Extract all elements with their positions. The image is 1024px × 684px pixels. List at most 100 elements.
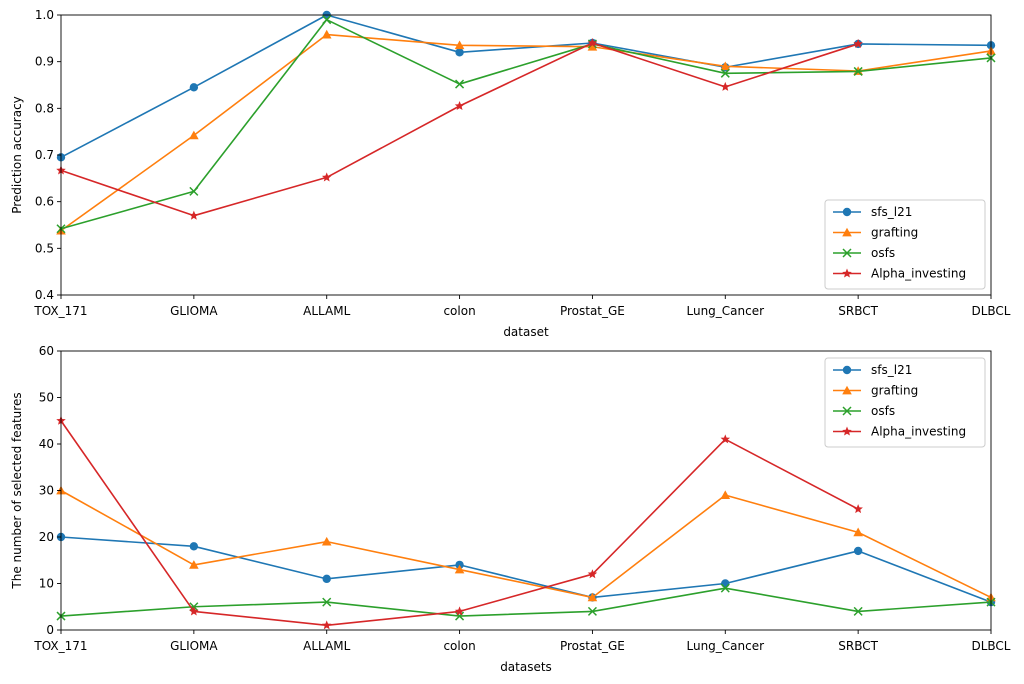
legend-label-grafting: grafting: [871, 226, 918, 240]
legend-marker-osfs: [842, 248, 852, 258]
x-tick-label-colon: colon: [443, 639, 475, 653]
point-osfs-ALLAML: [322, 15, 332, 25]
point-Alpha_investing-colon: [454, 101, 465, 111]
series-grafting: [56, 485, 996, 602]
point-osfs-SRBCT-stroke-b: [853, 66, 863, 76]
series-sfs_l21: [56, 532, 996, 607]
point-osfs-ALLAML-stroke-b: [322, 597, 332, 607]
legend-marker-osfs-stroke-b: [842, 248, 852, 258]
point-Alpha_investing-SRBCT: [853, 504, 863, 514]
legend: sfs_l21 grafting osfs Alpha_investing: [824, 199, 986, 290]
point-osfs-colon-stroke-b: [455, 79, 465, 89]
series-Alpha_investing: [56, 38, 863, 220]
point-Alpha_investing-Prostat_GE: [587, 569, 598, 579]
series-line-sfs_l21: [60, 14, 992, 159]
point-osfs-Prostat_GE: [587, 606, 597, 616]
point-grafting-ALLAML: [321, 29, 332, 39]
point-Alpha_investing-colon: [454, 606, 465, 616]
point-osfs-Lung_Cancer: [720, 68, 730, 78]
legend-item-Alpha_investing: Alpha_investing: [833, 425, 966, 439]
legend-marker-osfs-stroke-b: [842, 406, 852, 416]
y-tick-label-0.9: 0.9: [35, 55, 54, 69]
point-osfs-Prostat_GE-stroke-b: [587, 606, 597, 616]
legend-marker-osfs: [842, 406, 852, 416]
point-Alpha_investing-ALLAML: [321, 172, 332, 182]
legend-label-osfs: osfs: [871, 404, 895, 418]
point-sfs_l21-SRBCT: [853, 546, 863, 556]
y-axis-label: The number of selected features: [10, 392, 24, 589]
point-Alpha_investing-Lung_Cancer: [720, 434, 731, 444]
y-tick-label-1.0: 1.0: [35, 8, 54, 22]
x-axis-label: dataset: [503, 325, 549, 339]
x-tick-label-Lung_Cancer: Lung_Cancer: [687, 639, 765, 653]
point-grafting-colon: [454, 564, 465, 574]
point-sfs_l21-ALLAML: [322, 574, 331, 584]
legend-marker-Alpha_investing: [842, 426, 852, 436]
x-tick-label-Prostat_GE: Prostat_GE: [560, 304, 625, 318]
point-grafting-Lung_Cancer: [720, 490, 731, 499]
legend-marker-sfs_l21: [842, 207, 852, 217]
legend-item-osfs: osfs: [833, 404, 895, 418]
y-tick-label-10: 10: [39, 577, 54, 591]
point-osfs-SRBCT-stroke-b: [853, 606, 863, 616]
point-Alpha_investing-Lung_Cancer: [720, 81, 731, 91]
legend-item-grafting: grafting: [833, 226, 918, 240]
x-tick-label-GLIOMA: GLIOMA: [170, 304, 218, 318]
y-tick-label-50: 50: [39, 391, 54, 405]
x-tick-label-Prostat_GE: Prostat_GE: [560, 639, 625, 653]
legend-label-sfs_l21: sfs_l21: [871, 363, 912, 377]
series-Alpha_investing: [56, 415, 863, 630]
x-axis-label: datasets: [500, 660, 552, 674]
chart-panel-2: TOX_171 GLIOMA ALLAML colon Prostat_GE Lung_C…: [10, 344, 1011, 674]
point-osfs-GLIOMA-stroke-b: [189, 186, 199, 196]
point-osfs-SRBCT: [853, 66, 863, 76]
y-tick-label-0.7: 0.7: [35, 148, 54, 162]
plot-area: [56, 10, 996, 235]
legend-label-sfs_l21: sfs_l21: [871, 205, 912, 219]
y-tick-label-40: 40: [39, 437, 54, 451]
point-grafting-GLIOMA: [189, 130, 199, 140]
legend-marker-grafting: [842, 385, 852, 395]
point-osfs-Lung_Cancer-stroke-b: [720, 583, 730, 593]
legend-item-sfs_l21: sfs_l21: [833, 205, 912, 219]
legend: sfs_l21 grafting osfs Alpha_investing: [824, 357, 986, 448]
x-tick-label-TOX_171: TOX_171: [33, 304, 87, 318]
point-grafting-Prostat_GE: [587, 41, 598, 51]
chart-panel-1: TOX_171 GLIOMA ALLAML colon Prostat_GE Lung_C…: [10, 8, 1011, 339]
legend-item-sfs_l21: sfs_l21: [833, 363, 912, 377]
series-line-Alpha_investing: [60, 42, 859, 217]
x-tick-label-DLBCL: DLBCL: [971, 639, 1010, 653]
legend-marker-sfs_l21: [842, 365, 852, 375]
series-line-sfs_l21: [60, 536, 992, 603]
point-grafting-SRBCT: [853, 527, 863, 537]
point-Alpha_investing-GLIOMA: [189, 210, 199, 220]
x-tick-label-ALLAML: ALLAML: [303, 304, 350, 318]
series-grafting: [56, 29, 996, 235]
y-tick-label-0.4: 0.4: [35, 288, 54, 302]
point-osfs-SRBCT: [853, 606, 863, 616]
legend-label-Alpha_investing: Alpha_investing: [871, 267, 966, 281]
legend-label-grafting: grafting: [871, 384, 918, 398]
legend-item-grafting: grafting: [833, 384, 918, 398]
series-osfs: [56, 583, 996, 621]
x-tick-label-ALLAML: ALLAML: [303, 639, 350, 653]
series-line-osfs: [60, 587, 992, 617]
legend-item-osfs: osfs: [833, 246, 895, 260]
x-tick-label-DLBCL: DLBCL: [971, 304, 1010, 318]
point-Alpha_investing-SRBCT: [853, 38, 863, 48]
x-tick-label-SRBCT: SRBCT: [838, 304, 878, 318]
legend-marker-Alpha_investing: [842, 268, 852, 278]
point-osfs-colon-stroke-b: [455, 611, 465, 621]
point-osfs-ALLAML: [322, 597, 332, 607]
y-tick-label-0.8: 0.8: [35, 101, 54, 115]
point-osfs-Lung_Cancer-stroke-b: [720, 68, 730, 78]
y-tick-label-0.6: 0.6: [35, 195, 54, 209]
point-Alpha_investing-ALLAML: [321, 620, 332, 630]
point-sfs_l21-GLIOMA: [189, 83, 199, 92]
point-Alpha_investing-GLIOMA: [189, 606, 199, 616]
y-tick-label-60: 60: [39, 344, 54, 358]
point-grafting-colon: [454, 40, 465, 50]
point-Alpha_investing-Prostat_GE: [587, 38, 598, 48]
series-line-grafting: [60, 489, 992, 599]
